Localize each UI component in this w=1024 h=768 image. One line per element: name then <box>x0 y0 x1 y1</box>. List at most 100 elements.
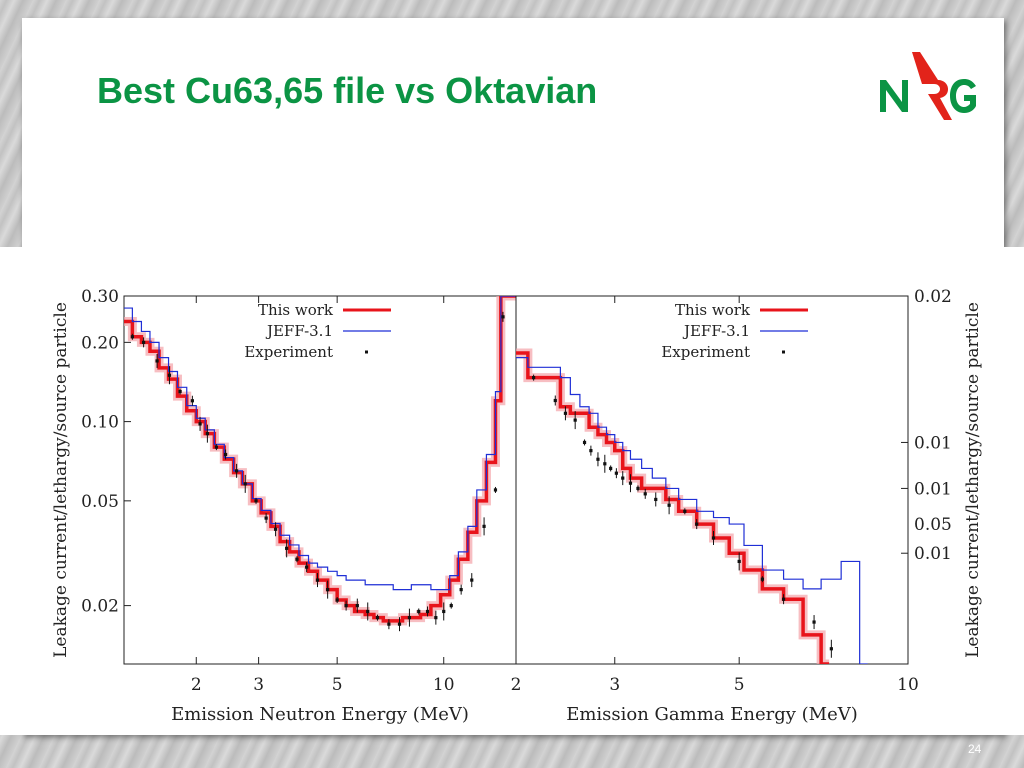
x-tick-label: 2 <box>511 675 522 695</box>
y-tick-label: 0.10 <box>81 413 119 433</box>
experiment-point <box>366 609 370 614</box>
x-tick-label: 5 <box>332 675 343 695</box>
x-tick-label: 5 <box>734 675 745 695</box>
legend-swatch-experiment <box>365 350 368 354</box>
right-ylabel: Leakage current/lethargy/source particle <box>963 302 983 658</box>
experiment-point <box>493 488 498 492</box>
experiment-point <box>760 577 764 581</box>
experiment-point <box>711 536 716 540</box>
series-line-this-work <box>516 351 830 664</box>
experiment-point <box>198 422 202 426</box>
experiment-point <box>167 373 172 377</box>
x-tick-label: 3 <box>609 675 620 695</box>
experiment-point <box>737 559 741 564</box>
experiment-point <box>667 503 671 507</box>
experiment-point <box>573 418 577 422</box>
x-tick-label: 10 <box>897 675 919 695</box>
y-tick-label: 0.01 <box>914 479 952 499</box>
experiment-point <box>214 445 219 449</box>
legend-label: JEFF-3.1 <box>265 322 333 340</box>
experiment-point <box>614 471 618 475</box>
legend-label: JEFF-3.1 <box>682 322 750 340</box>
logo-letter-g <box>950 79 976 113</box>
experiment-point <box>417 609 421 614</box>
left-xlabel: Emission Neutron Energy (MeV) <box>171 704 469 725</box>
logo-red-swoosh <box>912 52 952 120</box>
right-xlabel: Emission Gamma Energy (MeV) <box>566 704 858 725</box>
legend-label: Experiment <box>244 343 333 361</box>
experiment-point <box>553 398 557 403</box>
experiment-point <box>589 449 593 453</box>
experiment-point <box>563 411 568 415</box>
experiment-point <box>695 522 699 526</box>
experiment-point <box>190 399 194 403</box>
nrg-logo <box>880 52 976 120</box>
plot-area-1 <box>516 348 868 664</box>
legend-label: This work <box>675 301 751 319</box>
experiment-point <box>235 469 239 473</box>
experiment-point <box>397 622 402 626</box>
experiment-point <box>243 482 247 486</box>
slide-title: Best Cu63,65 file vs Oktavian <box>97 70 598 111</box>
chart-image: Leakage current/lethargy/source particle… <box>0 247 1024 735</box>
experiment-point <box>335 598 339 602</box>
experiment-point <box>459 588 463 592</box>
experiment-point <box>254 499 258 503</box>
experiment-point <box>643 492 647 496</box>
experiment-point <box>142 340 146 344</box>
experiment-point <box>470 578 474 582</box>
experiment-point <box>130 335 134 339</box>
gamma-panel: 2 3 5 10 0.01 0.01 0.01 0.02 0.05 This work JEFF-3… <box>511 287 952 695</box>
experiment-point <box>315 578 320 582</box>
left-ylabel: Leakage current/lethargy/source particle <box>51 302 71 658</box>
neutron-panel: 2 3 5 10 0.02 0.05 0.10 0.20 0.30 This work JEFF-3… <box>81 287 517 695</box>
experiment-point <box>407 616 412 620</box>
experiment-point <box>609 466 613 471</box>
experiment-point <box>501 315 505 319</box>
experiment-point <box>829 647 833 651</box>
experiment-point <box>603 462 607 466</box>
experiment-point <box>205 432 209 436</box>
plot-area-0 <box>124 296 516 632</box>
experiment-point <box>178 390 182 394</box>
y-tick-label: 0.02 <box>914 287 952 307</box>
legend-swatch-experiment <box>782 350 785 354</box>
x-tick-label: 3 <box>253 675 264 695</box>
experiment-point <box>375 616 380 620</box>
y-tick-label: 0.05 <box>81 492 119 512</box>
experiment-point <box>621 476 625 480</box>
experiment-point <box>636 486 640 491</box>
experiment-point <box>344 603 348 608</box>
y-tick-label: 0.20 <box>81 333 119 353</box>
experiment-point <box>683 509 687 513</box>
series-line-jeff <box>124 296 516 591</box>
experiment-point <box>223 452 228 457</box>
y-tick-label: 0.05 <box>914 515 952 535</box>
x-tick-label: 2 <box>191 675 202 695</box>
experiment-point <box>582 440 587 445</box>
experiment-point <box>654 497 658 502</box>
legend-label: This work <box>258 301 334 319</box>
experiment-point <box>596 457 600 461</box>
experiment-point <box>449 603 453 608</box>
experiment-point <box>305 565 309 569</box>
y-tick-label: 0.02 <box>81 597 119 617</box>
experiment-point <box>442 609 446 614</box>
experiment-point <box>532 376 536 380</box>
experiment-point <box>812 620 816 624</box>
y-tick-label: 0.01 <box>914 433 952 453</box>
legend-label: Experiment <box>661 343 750 361</box>
experiment-point <box>295 557 299 561</box>
plot-frame-1 <box>515 295 909 665</box>
experiment-point <box>326 588 330 592</box>
experiment-point <box>434 616 438 620</box>
logo-letter-n <box>880 80 908 112</box>
experiment-point <box>355 603 359 608</box>
experiment-point <box>482 524 486 528</box>
experiment-point <box>425 609 430 614</box>
experiment-point <box>264 516 268 520</box>
page-number: 24 <box>968 742 982 756</box>
series-line-jeff <box>516 357 868 664</box>
experiment-point <box>628 481 633 485</box>
y-tick-label: 0.30 <box>81 287 119 307</box>
